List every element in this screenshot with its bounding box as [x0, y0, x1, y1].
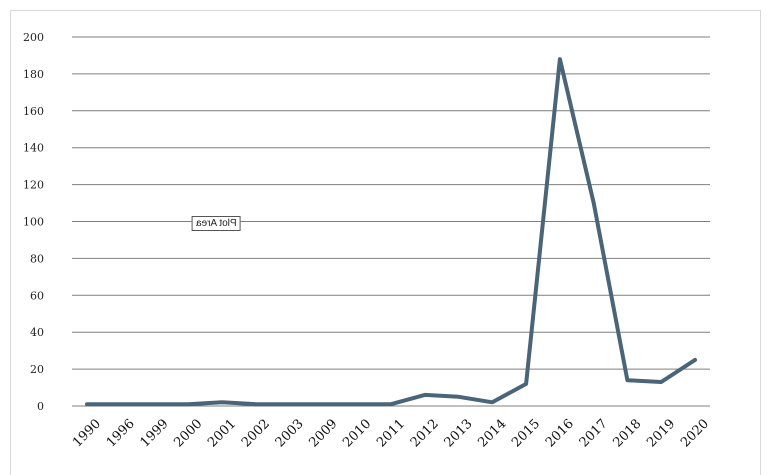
x-tick-label: 2018 — [610, 416, 644, 450]
x-tick-label: 2011 — [374, 416, 408, 450]
y-tick-label: 180 — [23, 68, 44, 81]
x-tick-label: 2002 — [239, 416, 273, 450]
y-tick-label: 0 — [37, 400, 44, 413]
chart-frame — [10, 10, 761, 475]
x-tick-label: 2010 — [340, 416, 374, 450]
y-tick-label: 80 — [30, 252, 44, 265]
x-tick-label: 2009 — [306, 416, 340, 450]
x-tick-label: 1990 — [70, 416, 104, 450]
series-line-0 — [85, 57, 697, 407]
x-tick-label: 2013 — [442, 416, 476, 450]
y-tick-label: 120 — [23, 179, 44, 192]
y-tick-label: 40 — [30, 326, 44, 339]
x-axis-ticks: 1990 1996 1999 2000 2001 2002 2003 2009 2010 2011… — [70, 416, 712, 450]
x-tick-label: 2019 — [644, 416, 678, 450]
y-axis-ticks: 0 20 40 60 80 100 120 140 160 180 200 — [23, 31, 44, 413]
x-tick-label: 2001 — [205, 416, 239, 450]
y-tick-label: 140 — [23, 142, 44, 155]
x-tick-label: 2020 — [678, 416, 712, 450]
y-tick-label: 160 — [23, 105, 44, 118]
y-tick-label: 20 — [30, 363, 44, 376]
x-tick-label: 2000 — [171, 416, 205, 450]
x-tick-label: 2003 — [273, 416, 307, 450]
gridlines — [72, 36, 710, 407]
x-tick-label: 2016 — [543, 416, 577, 450]
y-tick-label: 100 — [23, 216, 44, 229]
x-tick-label: 1996 — [104, 416, 138, 450]
series-layer — [85, 57, 697, 407]
x-tick-label: 2017 — [577, 416, 611, 450]
x-tick-label: 1999 — [138, 416, 172, 450]
x-tick-label: 2012 — [408, 416, 442, 450]
x-tick-label: 2015 — [509, 416, 543, 450]
y-tick-label: 200 — [23, 31, 44, 44]
y-tick-label: 60 — [30, 289, 44, 302]
plot-area-tooltip: Plot Area — [192, 216, 241, 231]
x-tick-label: 2014 — [475, 416, 509, 450]
